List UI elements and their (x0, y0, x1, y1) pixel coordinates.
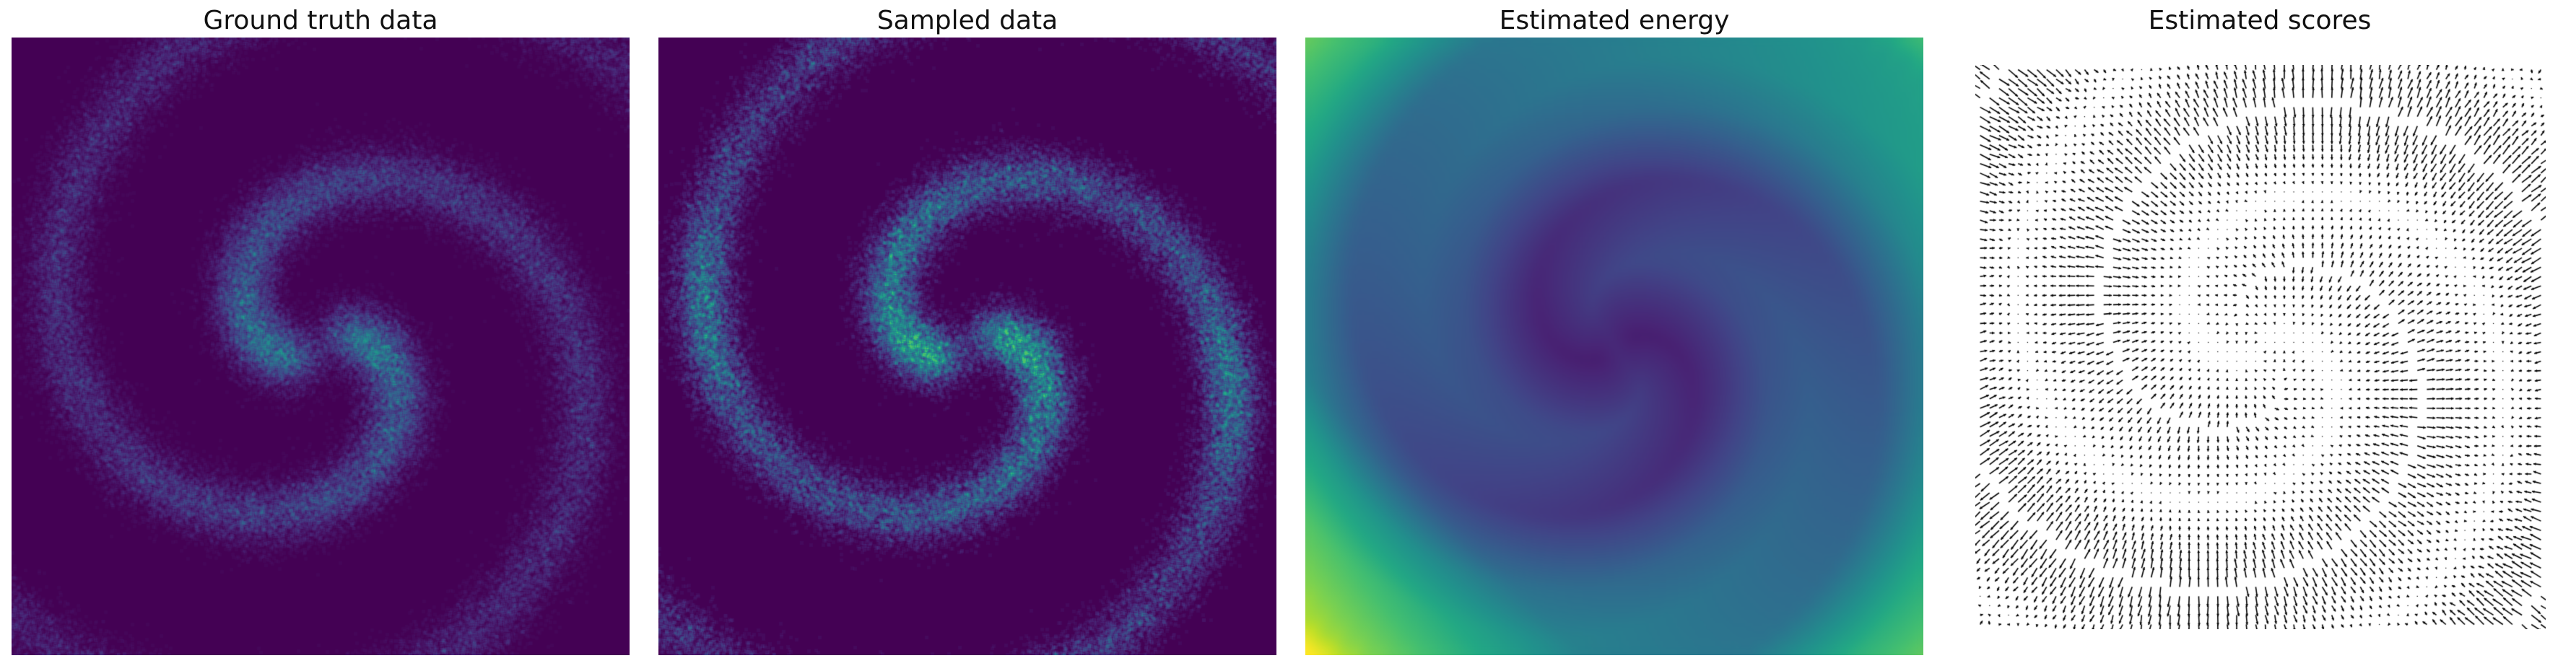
energy-heatmap (1305, 38, 1923, 655)
energy-title: Estimated energy (1398, 6, 1831, 35)
sampled-title: Sampled data (751, 6, 1184, 35)
ground-truth-title: Ground truth data (104, 6, 537, 35)
scores-quiver (1975, 65, 2546, 629)
scores-title: Estimated scores (2043, 6, 2476, 35)
sampled-heatmap (658, 38, 1276, 655)
ground-truth-heatmap (12, 38, 630, 655)
